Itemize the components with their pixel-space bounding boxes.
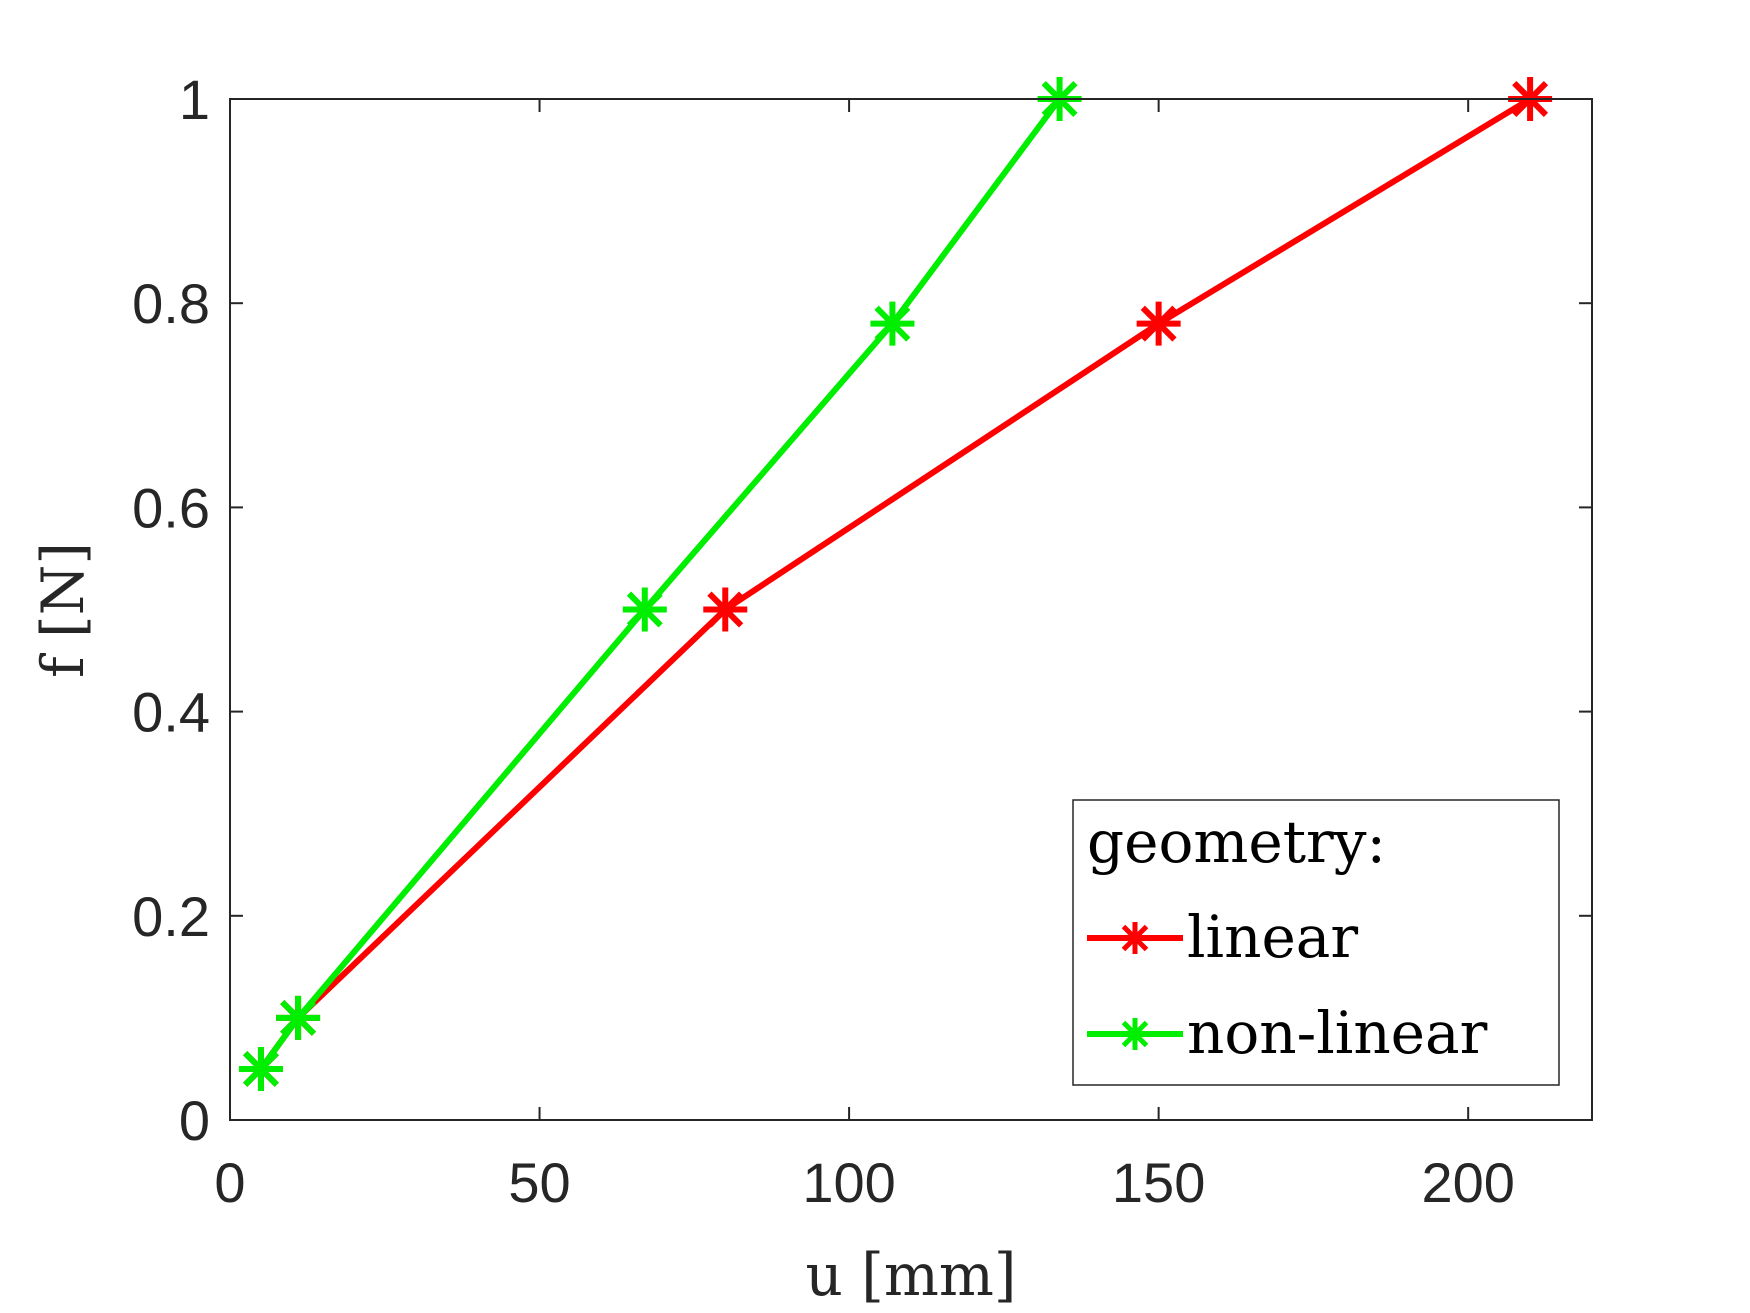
x-tick-label-1: 50 — [508, 1151, 570, 1214]
legend: geometry: linear non-linear — [1072, 799, 1560, 1086]
plot-frame — [229, 98, 1593, 1121]
y-tick-label-1: 0.2 — [132, 885, 210, 948]
series-0-point-3 — [1136, 301, 1181, 346]
legend-entries: linear non-linear — [1087, 903, 1488, 1067]
x-tick-labels: 0 50 100 150 200 — [214, 1151, 1514, 1214]
y-tick-label-3: 0.6 — [132, 476, 210, 539]
series-layer — [238, 77, 1553, 1091]
x-tick-label-2: 100 — [802, 1151, 895, 1214]
y-tick-label-4: 0.8 — [132, 272, 210, 335]
series-1-point-1 — [276, 995, 321, 1040]
y-tick-label-2: 0.4 — [132, 681, 210, 744]
y-tick-label-0: 0 — [179, 1089, 210, 1152]
legend-label-0: linear — [1187, 903, 1358, 971]
series-1-point-2 — [622, 587, 667, 632]
x-tick-label-4: 200 — [1421, 1151, 1514, 1214]
y-axis-label: f [N] — [29, 542, 97, 678]
series-0-point-2 — [703, 587, 748, 632]
legend-marker-0 — [1119, 922, 1151, 954]
y-tick-labels: 0 0.2 0.4 0.6 0.8 1 — [132, 68, 210, 1152]
legend-title: geometry: — [1087, 808, 1386, 876]
series-1-point-0 — [238, 1046, 283, 1091]
legend-marker-1 — [1119, 1018, 1151, 1050]
y-tick-label-5: 1 — [179, 68, 210, 131]
legend-label-1: non-linear — [1187, 999, 1488, 1067]
series-1-point-3 — [870, 301, 915, 346]
x-tick-label-0: 0 — [214, 1151, 245, 1214]
x-tick-label-3: 150 — [1112, 1151, 1205, 1214]
legend-box — [1072, 799, 1560, 1086]
x-axis-label: u [mm] — [805, 1241, 1016, 1309]
